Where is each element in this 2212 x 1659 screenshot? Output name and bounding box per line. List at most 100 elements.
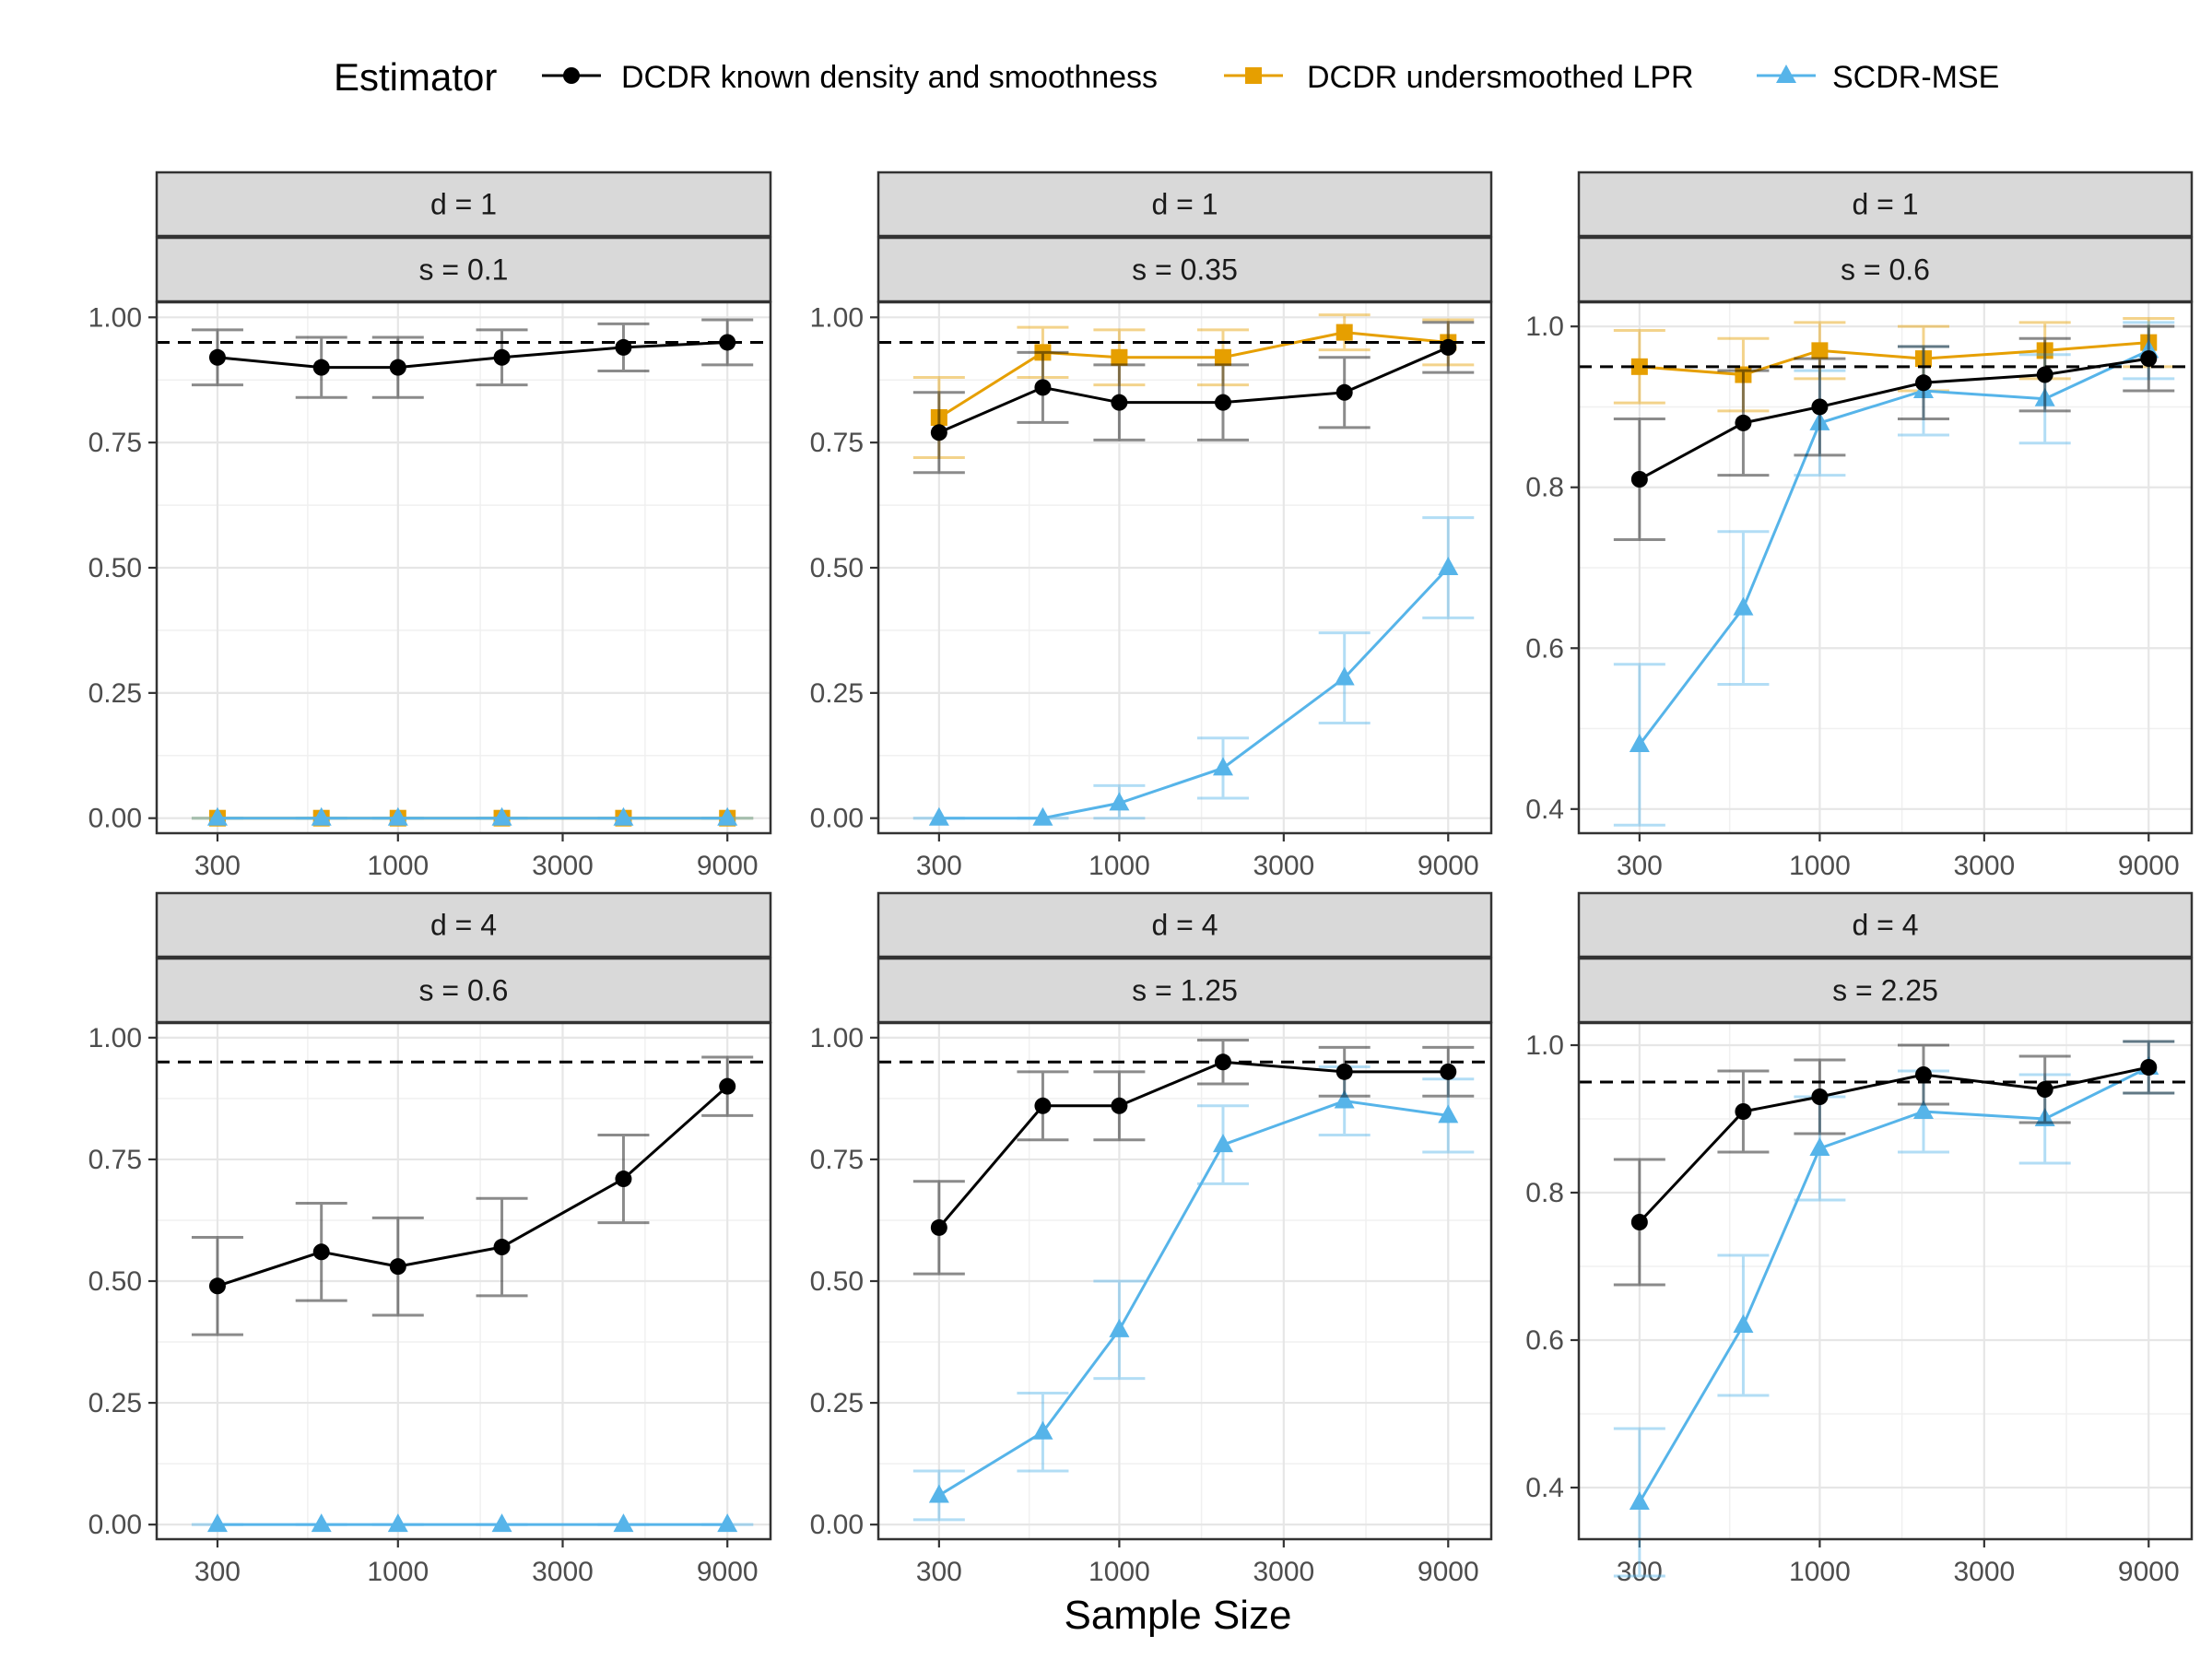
legend-label: DCDR undersmoothed LPR: [1307, 60, 1694, 95]
data-point: [2036, 342, 2053, 359]
y-tick-label: 0.25: [810, 678, 864, 709]
data-point: [2036, 366, 2053, 383]
data-point: [208, 348, 226, 366]
strip-top-background: [155, 171, 772, 238]
y-tick-label: 0.75: [810, 1145, 864, 1175]
data-point: [1335, 324, 1353, 341]
data-point: [1630, 358, 1648, 375]
x-tick-label: 3000: [532, 851, 594, 881]
data-point: [1214, 394, 1231, 411]
legend-label: SCDR-MSE: [1832, 60, 1999, 95]
data-point: [1214, 348, 1231, 366]
data-point: [1334, 666, 1355, 686]
strip-bottom-label: s = 1.25: [1132, 974, 1238, 1007]
strip-bottom-background: [1577, 236, 2194, 303]
data-point: [1809, 411, 1830, 430]
series-triangle: [191, 806, 754, 826]
data-point: [1630, 1214, 1648, 1230]
strip-top-background: [1577, 891, 2194, 959]
strip-bottom-label: s = 0.1: [419, 253, 509, 287]
x-tick-label: 300: [194, 1557, 241, 1587]
data-point: [1032, 1420, 1053, 1440]
legend-item-dcdr-lpr: DCDR undersmoothed LPR: [1224, 60, 1694, 95]
series-triangle: [1613, 321, 2175, 827]
y-tick-label: 0.25: [88, 678, 142, 709]
data-point: [1809, 1137, 1830, 1156]
y-tick-label: 0.4: [1525, 794, 1564, 825]
data-point: [1032, 806, 1053, 826]
panel-border: [877, 1021, 1493, 1541]
data-point: [208, 1277, 226, 1295]
series-line: [938, 1099, 1449, 1497]
y-tick-label: 0.50: [88, 1266, 142, 1297]
data-point: [1111, 348, 1128, 366]
series-line: [217, 1085, 729, 1288]
data-point: [1212, 1134, 1233, 1153]
data-point: [1733, 596, 1754, 616]
x-tick-label: 1000: [1088, 1557, 1150, 1587]
y-tick-label: 1.00: [810, 302, 864, 333]
series-line: [1639, 357, 2149, 481]
y-tick-label: 0.6: [1525, 1325, 1564, 1356]
y-tick-label: 0.25: [88, 1388, 142, 1418]
series-line: [937, 1060, 1449, 1229]
strip-bottom-background: [877, 957, 1493, 1024]
series-line: [1638, 1065, 2149, 1503]
strip-bottom-background: [155, 236, 772, 303]
series-circle: [1613, 324, 2175, 541]
legend-key-triangle-icon: [1776, 65, 1796, 83]
y-tick-label: 0.50: [88, 553, 142, 583]
data-point: [1914, 1066, 1932, 1083]
strip-top-label: d = 4: [1151, 909, 1218, 942]
data-point: [1034, 379, 1052, 396]
legend: Estimator DCDR known density and smoothn…: [334, 55, 1999, 99]
data-point: [2036, 1081, 2053, 1098]
strip-top-label: d = 4: [1852, 909, 1918, 942]
data-point: [493, 348, 511, 366]
data-point: [613, 1513, 634, 1533]
legend-title: Estimator: [334, 55, 497, 99]
panel-border: [877, 300, 1493, 835]
y-tick-label: 0.50: [810, 1266, 864, 1297]
y-tick-label: 0.00: [810, 1510, 864, 1540]
x-tick-label: 1000: [1789, 851, 1851, 881]
data-point: [1629, 734, 1650, 752]
data-point: [491, 806, 512, 826]
strip-top-background: [1577, 171, 2194, 238]
y-tick-label: 0.75: [810, 428, 864, 458]
x-tick-label: 300: [194, 851, 241, 881]
series-triangle: [1613, 1040, 2175, 1578]
data-point: [928, 1484, 949, 1503]
x-tick-label: 9000: [1418, 1557, 1479, 1587]
data-point: [1212, 757, 1233, 776]
strip-top-label: d = 4: [430, 909, 497, 942]
data-point: [312, 1243, 330, 1261]
series-circle: [191, 318, 754, 399]
x-tick-label: 300: [916, 1557, 962, 1587]
data-point: [1438, 1104, 1459, 1124]
x-tick-label: 3000: [1253, 1557, 1314, 1587]
series-triangle: [191, 1513, 754, 1533]
data-point: [389, 359, 406, 376]
data-point: [1735, 366, 1752, 383]
y-tick-label: 0.00: [810, 804, 864, 834]
series-triangle: [912, 516, 1475, 826]
x-tick-label: 3000: [1253, 851, 1314, 881]
data-point: [1811, 398, 1829, 416]
data-point: [206, 806, 228, 826]
data-point: [311, 1513, 332, 1533]
y-tick-label: 0.4: [1525, 1473, 1564, 1503]
data-point: [1733, 1314, 1754, 1333]
data-point: [1109, 792, 1130, 811]
legend-item-scdr-mse: SCDR-MSE: [1757, 60, 1999, 95]
strip-top-background: [155, 891, 772, 959]
strip-bottom-background: [155, 957, 772, 1024]
data-point: [1735, 414, 1752, 431]
strip-bottom-label: s = 0.6: [419, 974, 509, 1007]
series-triangle: [912, 1065, 1475, 1522]
series-line: [938, 346, 1449, 434]
x-tick-label: 300: [1617, 1557, 1663, 1587]
data-point: [1034, 1097, 1052, 1114]
y-tick-label: 0.00: [88, 804, 142, 834]
